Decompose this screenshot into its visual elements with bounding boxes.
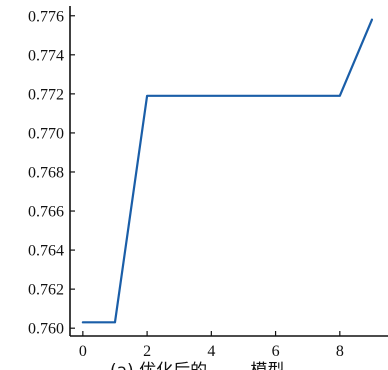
- y-tick-label: 0.760: [28, 321, 64, 338]
- y-tick-label: 0.764: [28, 243, 64, 260]
- y-tick-label: 0.766: [28, 204, 64, 221]
- x-tick-label: 4: [207, 343, 215, 360]
- series-layer: [81, 18, 374, 324]
- axes: [69, 6, 388, 337]
- y-tick-label: 0.772: [28, 86, 64, 103]
- y-tick-label: 0.774: [28, 47, 64, 64]
- y-tick-label: 0.776: [28, 8, 64, 25]
- y-tick-label: 0.762: [28, 282, 64, 299]
- figure-caption: (a) 优化后的 ...... 模型: [110, 361, 284, 370]
- x-tick-label: 6: [272, 343, 280, 360]
- x-tick-label: 8: [336, 343, 344, 360]
- x-tick-label: 2: [143, 343, 151, 360]
- y-tick-label: 0.770: [28, 125, 64, 142]
- y-tick-label: 0.768: [28, 164, 64, 181]
- series-line: [81, 18, 374, 324]
- x-tick-label: 0: [79, 343, 87, 360]
- tick-marks: [70, 15, 341, 336]
- tick-labels: 0.760 0.762 0.764 0.766 0.768 0.770 0.772 0.774…: [28, 8, 344, 360]
